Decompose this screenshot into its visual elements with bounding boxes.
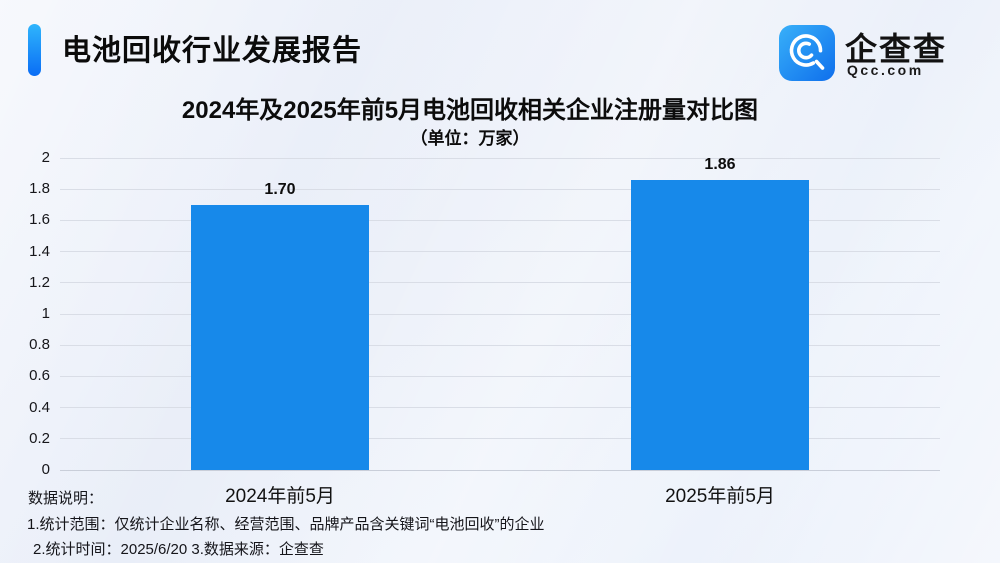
x-axis-category-label: 2024年前5月 bbox=[225, 486, 335, 507]
gridline bbox=[60, 344, 940, 346]
chart-title: 2024年及2025年前5月电池回收相关企业注册量对比图 bbox=[181, 97, 759, 124]
qcc-logo-domain: Qcc.com bbox=[847, 62, 924, 78]
y-axis-tick-label: 0.4 bbox=[29, 398, 50, 416]
gridline bbox=[60, 219, 940, 221]
title-accent-bar bbox=[28, 24, 41, 76]
bar-2025年前5月 bbox=[631, 179, 809, 470]
bar-value-label: 1.86 bbox=[704, 155, 736, 173]
qcc-logo-name: 企查查 bbox=[845, 31, 948, 67]
footnote-scope: 1.统计范围：仅统计企业名称、经营范围、品牌产品含关键词“电池回收”的企业 bbox=[27, 516, 545, 533]
y-axis-tick-label: 1 bbox=[41, 305, 50, 322]
gridline bbox=[60, 469, 940, 471]
bar-value-label: 1.70 bbox=[264, 180, 296, 198]
gridline bbox=[60, 438, 940, 440]
chart-subtitle: （单位：万家） bbox=[410, 129, 530, 148]
footnote-date-source: 2.统计时间：2025/6/20 3.数据来源：企查查 bbox=[33, 541, 324, 558]
y-axis-tick-label: 2 bbox=[41, 149, 50, 166]
x-axis-category-label: 2025年前5月 bbox=[665, 486, 775, 507]
qcc-logo-icon bbox=[779, 25, 835, 81]
gridline bbox=[60, 282, 940, 284]
y-axis-tick-label: 1.8 bbox=[29, 180, 50, 198]
bar-chart-plot-area: 0 0.2 0.4 0.6 0.8 1 1.2 1.4 1.6 1.8 2 1.70 1.86 bbox=[29, 149, 940, 478]
y-axis-tick-label: 1.6 bbox=[29, 211, 50, 229]
gridline bbox=[60, 407, 940, 409]
gridline bbox=[60, 251, 940, 253]
report-title: 电池回收行业发展报告 bbox=[62, 35, 363, 67]
gridline bbox=[60, 313, 940, 315]
gridline bbox=[60, 188, 940, 190]
y-axis-tick-label: 0.2 bbox=[29, 429, 50, 447]
data-notes-label: 数据说明： bbox=[28, 490, 104, 507]
bar-2024年前5月 bbox=[191, 204, 369, 470]
gridline bbox=[60, 375, 940, 377]
gridline bbox=[60, 157, 940, 159]
y-axis-tick-label: 0.6 bbox=[29, 367, 50, 385]
y-axis-tick-label: 1.4 bbox=[29, 242, 50, 260]
y-axis-tick-label: 1.2 bbox=[29, 273, 50, 291]
y-axis-tick-label: 0 bbox=[41, 461, 50, 478]
y-axis-tick-label: 0.8 bbox=[29, 336, 50, 354]
qcc-logo: 企查查 Qcc.com bbox=[779, 24, 979, 84]
